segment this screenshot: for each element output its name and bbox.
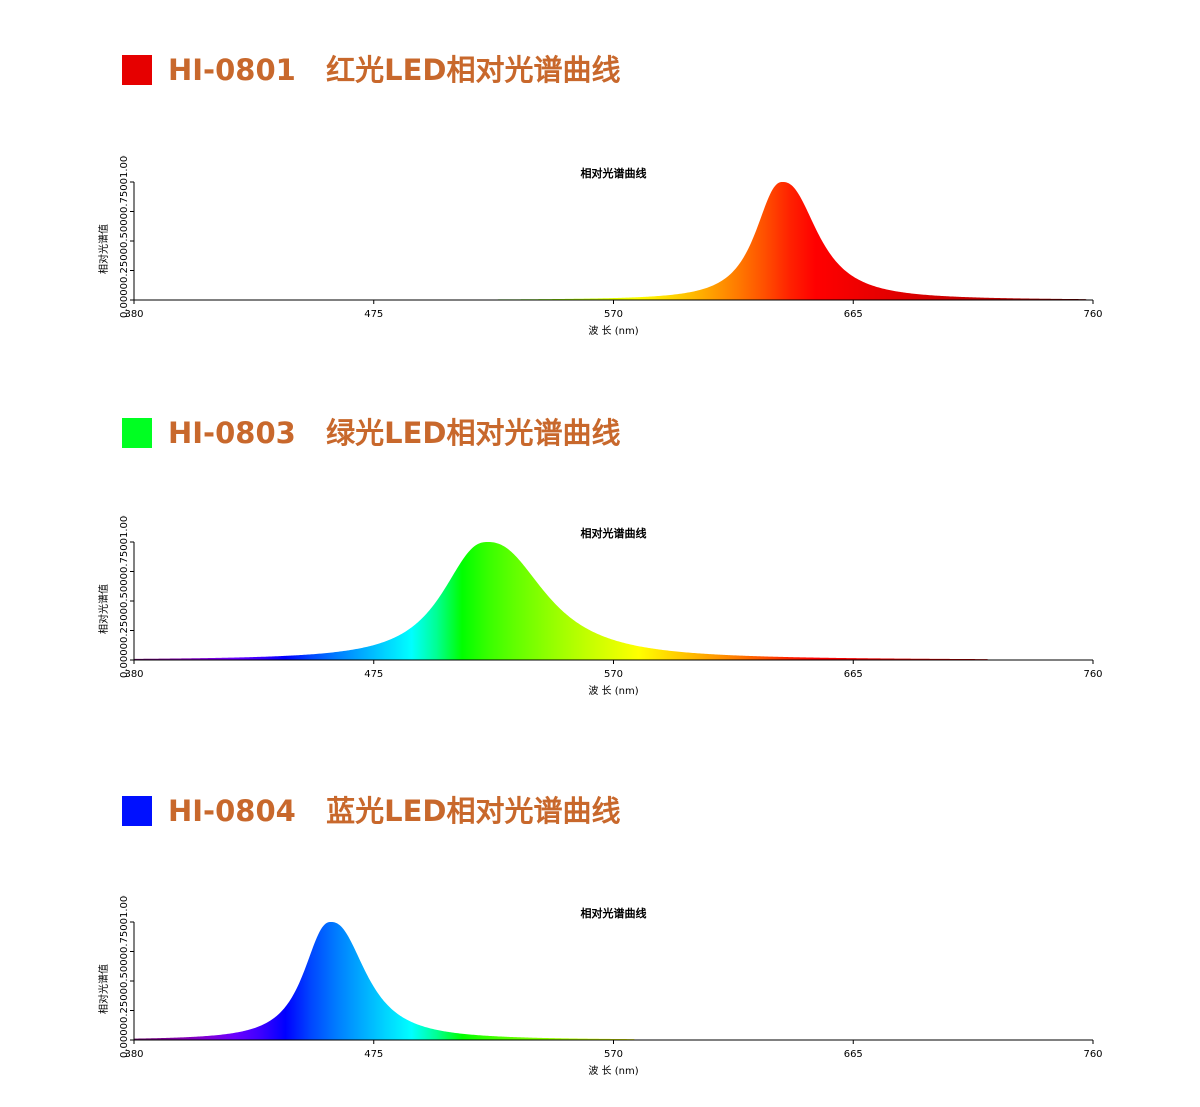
x-tick-label: 760 [1083,1049,1102,1060]
y-tick-labels: 0.00000.25000.50000.75001.0000000 [119,515,130,678]
y-tick-labels: 0.00000.25000.50000.75001.0000000 [119,895,130,1058]
red-color-swatch [122,55,152,85]
section-heading: HI-0801 红光LED相对光谱曲线 [168,53,621,87]
x-tick-label: 570 [604,669,623,680]
chart-title: 相对光谱曲线 [581,166,647,180]
blue-spectrum-chart: 相对光谱曲线 380 475 570 665 760 0.00000.25000.50000… [97,895,1103,1077]
x-tick-label: 665 [844,309,863,320]
x-axis-label: 波 长 (nm) [588,684,638,697]
blue-color-swatch [122,796,152,826]
x-tick-label: 380 [124,309,143,320]
x-tick-label: 475 [364,309,383,320]
x-tick-label: 665 [844,669,863,680]
y-axis-label: 相对光谱值 [97,584,110,634]
section-heading: HI-0804 蓝光LED相对光谱曲线 [168,794,621,828]
chart-title: 相对光谱曲线 [581,906,647,920]
y-axis-label: 相对光谱值 [97,224,110,274]
x-axis-label: 波 长 (nm) [588,324,638,337]
spectrum-area [134,182,1093,300]
x-tick-label: 570 [604,1049,623,1060]
x-tick-label: 380 [124,669,143,680]
y-tick-labels: 0.00000.25000.50000.75001.0000000 [119,155,130,318]
x-tick-label: 380 [124,1049,143,1060]
x-tick-label: 570 [604,309,623,320]
x-tick-label: 665 [844,1049,863,1060]
y-axis-label: 相对光谱值 [97,964,110,1014]
spectrum-area [134,542,1093,660]
chart-title: 相对光谱曲线 [581,526,647,540]
x-tick-label: 760 [1083,309,1102,320]
x-axis-label: 波 长 (nm) [588,1064,638,1077]
section-heading: HI-0803 绿光LED相对光谱曲线 [168,416,621,450]
green-color-swatch [122,418,152,448]
spectrum-area [134,922,1093,1040]
x-tick-label: 475 [364,669,383,680]
red-spectrum-chart: 相对光谱曲线 380 475 570 665 760 0.00000.25000.50000… [97,155,1103,337]
green-spectrum-chart: 相对光谱曲线 380 475 570 665 760 0.00000.25000.50000… [97,515,1103,697]
x-tick-label: 475 [364,1049,383,1060]
x-tick-label: 760 [1083,669,1102,680]
